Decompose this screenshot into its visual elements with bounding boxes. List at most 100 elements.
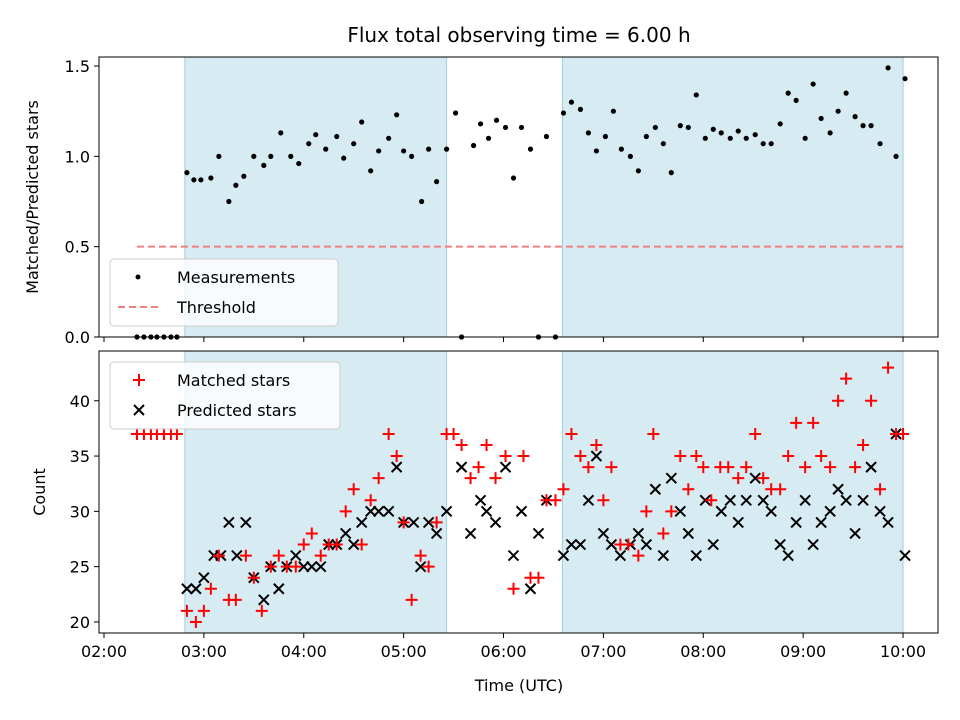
measurement-point [843,90,849,96]
predicted-star-point [774,538,786,551]
matched-star-point [565,427,578,440]
matched-star-point [447,427,460,440]
measurement-point [409,153,415,159]
measurement-point [635,168,641,174]
measurement-point [827,130,833,136]
matched-star-point [807,416,820,429]
predicted-star-point [455,461,468,473]
predicted-star-point [649,483,662,495]
top-axes-frame [98,56,939,338]
matched-star-point [574,450,587,463]
matched-star-point [757,472,770,485]
matched-star-point [705,494,718,507]
predicted-star-point [440,505,453,518]
legend-matched-label: Matched stars [177,371,290,390]
measurement-point [710,126,716,132]
matched-star-point [264,560,277,573]
predicted-star-point [740,494,752,507]
legend-predicted-marker [133,404,145,416]
predicted-star-point [757,494,769,507]
bottom-x-tick-label: 04:00 [281,642,327,661]
top-y-tick-label: 0.0 [65,328,90,347]
matched-star-point [480,439,493,451]
predicted-star-point [882,516,894,529]
matched-star-point [532,571,545,584]
matched-star-point [590,439,603,451]
measurement-point [386,135,392,141]
predicted-star-point [657,549,670,562]
measurement-point [216,153,222,159]
measurement-point [376,148,382,154]
predicted-star-point [198,571,210,584]
matched-star-point [272,549,285,562]
predicted-star-point [382,505,395,518]
predicted-star-point [258,594,270,606]
measurement-point [768,141,774,147]
predicted-star-point [489,516,502,529]
matched-star-point [390,450,403,463]
matched-star-point [305,527,318,540]
measurement-point [602,133,608,140]
matched-star-point [749,427,762,440]
predicted-star-point [407,516,420,529]
matched-star-point [297,538,310,551]
predicted-star-point [605,538,618,551]
measurement-point [760,141,766,147]
matched-star-point [499,450,512,463]
measurement-point [793,97,799,103]
matched-star-point [330,538,343,551]
measurement-point [208,175,214,181]
matched-star-point [255,604,268,617]
legend-measurements-marker [135,274,141,280]
matched-star-point [557,483,570,496]
matched-star-point [247,571,260,584]
predicted-star-point [355,516,368,529]
measurement-point [852,114,858,120]
measurement-point [885,65,891,71]
matched-star-point [289,560,302,573]
matched-star-point [874,483,887,496]
measurement-point [268,153,274,159]
measurement-point [251,153,257,159]
predicted-star-point [306,560,318,573]
legend-matched-marker [133,374,145,386]
measurement-point [868,123,874,129]
measurement-point [652,124,658,131]
predicted-star-point [815,516,827,529]
predicted-star-point [707,538,719,551]
matched-star-point [665,505,678,518]
predicted-star-point [507,549,520,562]
measurement-point [668,170,674,176]
predicted-star-point [849,527,861,540]
matched-star-point [597,494,610,507]
matched-star-point [582,461,595,474]
bottom-legend: Matched stars Predicted stars [109,361,341,430]
predicted-star-point [231,549,243,562]
measurement-point [560,110,567,116]
measurement-point [777,121,783,127]
matched-star-point [857,439,870,451]
measurement-point [593,148,600,154]
measurement-point [718,130,724,136]
predicted-star-point [290,549,302,562]
top-y-tick-label: 0.5 [65,238,90,257]
predicted-star-point [515,505,528,518]
matched-star-point [840,372,853,385]
measurement-point [452,110,459,116]
matched-star-point [372,472,385,485]
predicted-star-point [565,538,578,551]
measurement-point [568,99,575,105]
measurement-point [323,146,329,152]
predicted-star-point [390,461,403,473]
matched-star-point [414,549,427,562]
measurement-point [893,153,899,159]
bottom-y-tick-label: 30 [70,502,90,521]
measurement-point [419,198,425,205]
measurement-point [702,135,708,141]
measurement-point [341,155,347,161]
measurement-point [677,123,683,129]
matched-star-point [697,461,710,474]
measurement-point [226,198,232,205]
matched-star-point [622,538,635,551]
